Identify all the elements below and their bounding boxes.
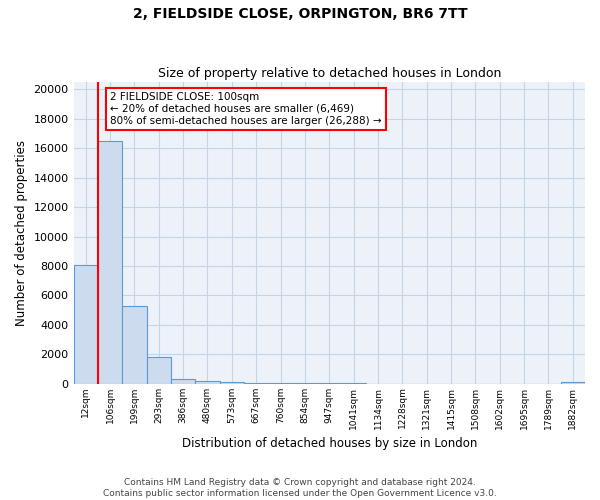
Bar bbox=[268, 383, 293, 384]
Text: 2, FIELDSIDE CLOSE, ORPINGTON, BR6 7TT: 2, FIELDSIDE CLOSE, ORPINGTON, BR6 7TT bbox=[133, 8, 467, 22]
Y-axis label: Number of detached properties: Number of detached properties bbox=[15, 140, 28, 326]
Bar bbox=[293, 383, 317, 384]
Bar bbox=[196, 382, 220, 384]
X-axis label: Distribution of detached houses by size in London: Distribution of detached houses by size … bbox=[182, 437, 477, 450]
Bar bbox=[98, 141, 122, 384]
Title: Size of property relative to detached houses in London: Size of property relative to detached ho… bbox=[158, 66, 501, 80]
Bar bbox=[122, 306, 146, 384]
Text: Contains HM Land Registry data © Crown copyright and database right 2024.
Contai: Contains HM Land Registry data © Crown c… bbox=[103, 478, 497, 498]
Bar bbox=[244, 382, 268, 384]
Bar bbox=[74, 264, 98, 384]
Text: 2 FIELDSIDE CLOSE: 100sqm
← 20% of detached houses are smaller (6,469)
80% of se: 2 FIELDSIDE CLOSE: 100sqm ← 20% of detac… bbox=[110, 92, 382, 126]
Bar bbox=[171, 378, 196, 384]
Bar bbox=[560, 382, 585, 384]
Bar bbox=[146, 358, 171, 384]
Bar bbox=[220, 382, 244, 384]
